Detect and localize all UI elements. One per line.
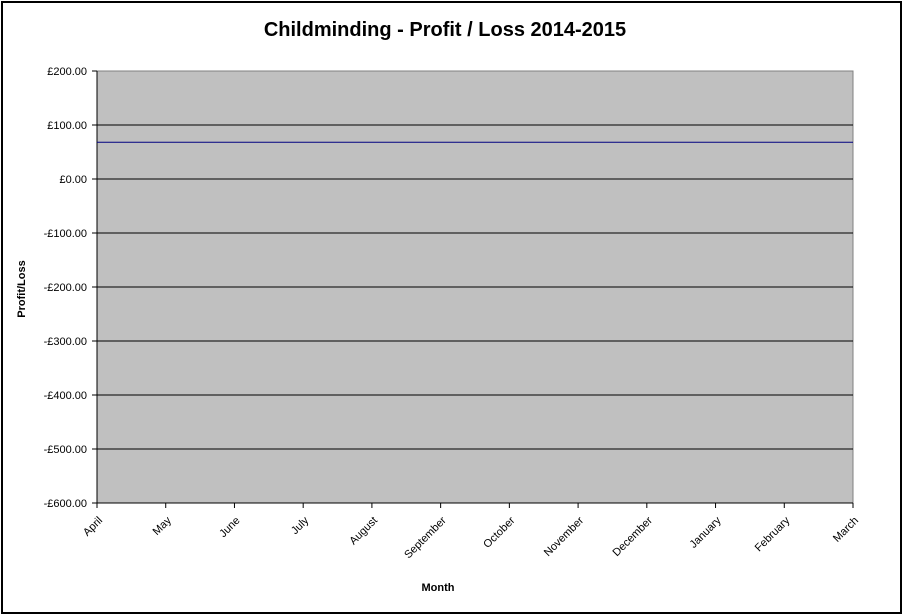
x-axis-title: Month — [422, 582, 455, 594]
x-tick-label: February — [753, 514, 793, 554]
y-tick-label: -£400.00 — [44, 390, 87, 402]
y-tick-label: -£600.00 — [44, 498, 87, 510]
x-tick-label: November — [542, 514, 587, 559]
x-tick-label: October — [481, 514, 517, 550]
chart-title: Childminding - Profit / Loss 2014-2015 — [264, 19, 626, 41]
y-tick-label: £100.00 — [47, 120, 87, 132]
x-tick-label: September — [402, 514, 449, 561]
y-tick-label: -£300.00 — [44, 336, 87, 348]
gridlines — [97, 124, 853, 450]
y-tick-label: £0.00 — [59, 174, 87, 186]
x-tick-label: July — [289, 514, 312, 537]
x-tick-label: March — [831, 515, 861, 545]
y-tick-label: £200.00 — [47, 66, 87, 78]
x-tick-label: August — [347, 515, 380, 548]
y-axis-ticks: £200.00 £100.00 £0.00 -£100.00 -£200.00 -£300… — [44, 66, 98, 510]
x-axis-ticks: April May June July August September October No… — [81, 502, 861, 561]
y-axis-title: Profit/Loss — [16, 260, 28, 317]
x-tick-label: June — [217, 515, 242, 540]
x-tick-label: December — [611, 514, 656, 559]
y-tick-label: -£200.00 — [44, 282, 87, 294]
x-tick-label: January — [688, 514, 725, 551]
x-tick-label: May — [151, 514, 175, 538]
y-tick-label: -£500.00 — [44, 444, 87, 456]
y-tick-label: -£100.00 — [44, 228, 87, 240]
x-tick-label: April — [81, 515, 105, 539]
